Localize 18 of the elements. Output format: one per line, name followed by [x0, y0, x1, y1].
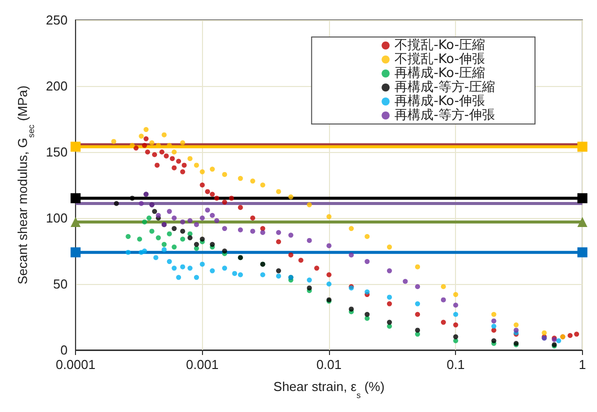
x-tick-label: 0.01 [316, 357, 342, 372]
y-tick-label: 250 [46, 12, 68, 28]
legend-label: 再構成-Ko-圧縮 [394, 66, 486, 81]
y-tick-label: 100 [46, 210, 68, 226]
x-tick-label: 0.1 [446, 357, 465, 372]
x-tick-label: 0.001 [186, 357, 219, 372]
y-tick-label: 150 [46, 144, 68, 160]
legend-label: 不撹乱-Ko-伸張 [394, 52, 486, 67]
y-tick-label: 200 [46, 78, 68, 94]
x-tick-label: 1 [578, 357, 586, 372]
y-tick-label: 0 [60, 342, 68, 358]
legend-label: 再構成-等方-圧縮 [394, 79, 496, 95]
legend-label: 再構成-等方-伸張 [394, 107, 496, 123]
legend-label: 再構成-Ko-伸張 [394, 94, 486, 109]
y-tick-label: 50 [53, 276, 68, 292]
y-axis-title: Secant shear modulus, Gsec (MPa) [15, 86, 36, 284]
x-tick-label: 0.0001 [56, 357, 96, 372]
legend-label: 不撹乱-Ko-圧縮 [394, 38, 486, 53]
